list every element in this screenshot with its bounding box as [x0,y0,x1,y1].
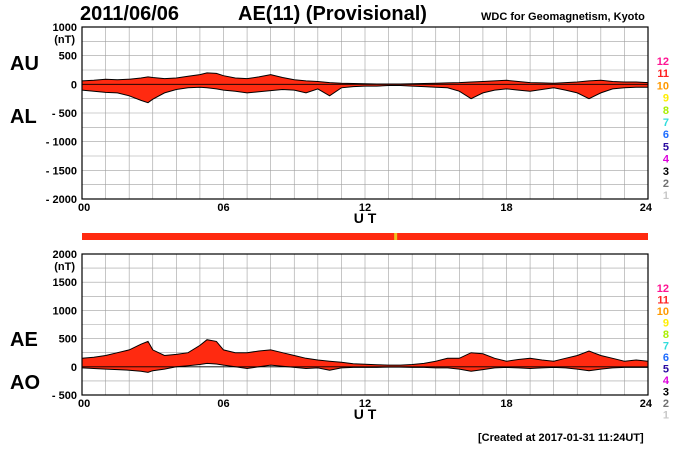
chart-1-y-tick-label: - 2000 [46,194,77,206]
chart-1-legend-level-label: 3 [663,166,669,178]
chart-2-area-fill [82,339,648,373]
chart-2-x-axis-label: U T [354,406,377,422]
chart-1-x-tick-label: 24 [640,202,653,214]
chart-1-au-line [81,72,649,85]
chart-2-x-tick-label: 00 [78,398,90,410]
chart-2-y-tick-label: 500 [59,334,77,346]
chart-1-legend-level-label: 7 [663,117,669,129]
chart-2-x-tick-label: 24 [640,398,653,410]
chart-1-y-tick-label: 500 [59,51,77,63]
chart-2-legend-level-label: 9 [663,318,669,330]
chart-2-legend-level-label: 5 [663,364,669,376]
chart-2-legend-level-label: 10 [657,306,669,318]
chart-2-ae-line [81,339,649,366]
chart-2-legend-level-label: 3 [663,387,669,399]
chart-2-y-tick-label: 2000 [53,249,77,261]
chart-1-y-tick-label: - 1000 [46,137,77,149]
chart-2-legend-level-label: 12 [657,283,669,295]
chart-2-ao-line [81,362,648,373]
chart-2-y-tick-label: - 500 [52,390,77,402]
chart-1-x-tick-label: 06 [217,202,229,214]
chart-1-x-tick-label: 12 [359,202,371,214]
chart-2-y-tick-label: 1500 [53,277,77,289]
chart-1-legend-level-label: 4 [663,154,670,166]
chart-1-legend-level-label: 12 [657,56,669,68]
chart-1-x-axis-label: U T [354,210,377,226]
chart-2-legend-level-label: 11 [657,295,669,307]
chart-2-legend-level-label: 8 [663,329,669,341]
chart-2-legend-level-label: 2 [663,398,669,410]
chart-1-legend-level-label: 8 [663,105,669,117]
chart-2-unit-label: (nT) [54,261,75,273]
chart-1-legend-level-label: 11 [657,68,669,80]
chart-1-y-tick-label: - 1500 [46,165,77,177]
chart-2-legend-level-label: 1 [663,410,669,422]
chart-main-title: AE(11) (Provisional) [238,3,427,25]
chart-2-frame [81,253,649,396]
chart-1-y-tick-label: - 500 [52,108,77,120]
chart-1-legend-level-label: 5 [663,141,669,153]
chart-1-al-line [81,85,648,104]
chart-1-legend-level-label: 10 [657,80,669,92]
chart-2-legend-level-label: 6 [663,352,669,364]
chart-1-x-tick-label: 00 [78,202,90,214]
chart-1-unit-label: (nT) [54,34,75,46]
created-timestamp: [Created at 2017-01-31 11:24UT] [478,432,644,444]
chart-1-y-tick-label: 0 [71,79,77,91]
chart-1-legend-level-label: 6 [663,129,669,141]
chart-2-series-label-lower: AO [10,372,40,394]
chart-1-frame [81,26,649,200]
chart-1-series-label-lower: AL [10,106,37,128]
chart-1-legend-level-label: 9 [663,93,669,105]
chart-1-y-tick-label: 1000 [53,22,77,34]
station-status-marker [394,233,398,240]
chart-2-legend-level-label: 4 [663,375,670,387]
organization-label: WDC for Geomagnetism, Kyoto [481,11,645,23]
station-status-bar [82,233,648,240]
chart-1-legend-level-label: 1 [663,190,669,202]
chart-1-legend-level-label: 2 [663,178,669,190]
chart-2-series-label-upper: AE [10,329,38,351]
chart-2-x-tick-label: 18 [500,398,512,410]
chart-2-x-tick-label: 06 [217,398,229,410]
chart-2-y-tick-label: 0 [71,362,77,374]
chart-2-y-tick-label: 1000 [53,305,77,317]
chart-1-series-label-upper: AU [10,53,39,75]
chart-2-x-tick-label: 12 [359,398,371,410]
chart-1-x-tick-label: 18 [500,202,512,214]
date-title: 2011/06/06 [80,3,179,25]
chart-2-legend-level-label: 7 [663,341,669,353]
